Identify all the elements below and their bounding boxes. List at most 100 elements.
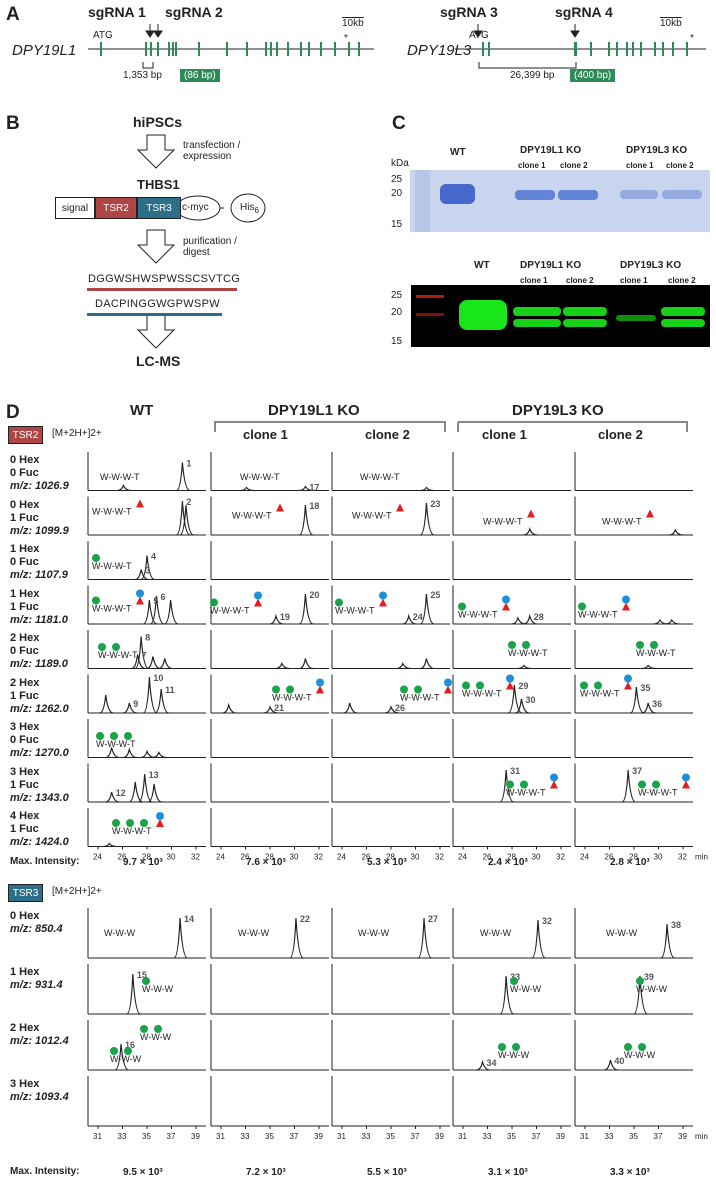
atg-label-l3: ATG [469,30,489,41]
bracket-l1 [214,421,446,432]
axis-tick-label: 35 [265,1132,274,1141]
sgrna3-label: sgRNA 3 [440,4,498,20]
pentose-symbol [624,674,632,683]
chromatogram-peak [152,750,167,759]
hexose-symbol [272,685,280,694]
panel-a-label: A [6,4,20,25]
peak-number: 14 [184,914,194,924]
fucose-symbol [682,780,690,789]
hexose-symbol [580,681,588,690]
tsr2-max-label: Max. Intensity: [10,856,80,867]
blot-l3-c2: clone 2 [668,276,696,285]
chromatogram-peak [417,917,432,959]
l1-clone2: clone 2 [365,427,410,442]
glycopeptide-label: W-W-W-T [92,507,132,517]
hexose-symbol [462,681,470,690]
chromatogram-peak [517,664,532,670]
blot-l1-c1: clone 1 [520,276,548,285]
chromatogram-peak [523,613,538,625]
distance-l1: 1,353 bp [123,70,162,81]
chromatogram-peak [420,502,435,536]
chromatogram-peak [642,702,656,714]
chromatogram-peak [499,975,514,1015]
hexose-symbol [636,641,644,649]
fucose-symbol [276,503,284,512]
axis-tick-label: 39 [191,1132,200,1141]
fucose-symbol [379,598,387,607]
axis-tick-label: 26 [483,853,492,862]
fucose-symbol [396,503,404,512]
axis-tick-label: 24 [580,853,589,862]
axis-tick-label: 30 [654,853,663,862]
peak-number: 27 [428,914,438,924]
scale-10kb-l3: 10kb [660,18,682,29]
thbs1-label: THBS1 [137,177,180,192]
hexose-symbol [124,732,132,740]
glycopeptide-label: W-W-W-T [352,511,392,521]
axis-tick-label: 26 [118,853,127,862]
hexose-symbol [636,977,644,985]
peak-number: 25 [430,590,440,600]
hexose-symbol [652,780,660,789]
chromatogram-peak [420,658,434,670]
glycopeptide-label: W-W-W-T [508,648,548,658]
bracket-l3 [458,421,688,432]
hexose-symbol [414,685,422,694]
axis-tick-label: 35 [507,1132,516,1141]
his-label: His6 [240,202,259,215]
pentose-symbol [316,678,324,687]
max-intensity: 7.6 × 10³ [246,857,286,868]
blot-mk-25: 25 [391,290,403,301]
tsr2-ion-label: [M+2H+]2+ [52,428,102,439]
col-wt-header: WT [130,402,154,419]
max-intensity: 2.8 × 10³ [610,857,650,868]
pep2-underline [87,313,222,316]
chromatogram-peak [176,500,191,536]
fucose-symbol [444,685,452,694]
chromatogram-peak [515,698,530,714]
peak-number: 34 [487,1058,497,1068]
axis-tick-label: 37 [654,1132,663,1141]
chromatogram-peak [131,654,146,670]
max-intensity: 3.1 × 10³ [488,1167,528,1178]
chromatogram-peak [669,528,683,536]
axis-tick-label: 31 [580,1132,589,1141]
step-transfection: transfection / expression [183,140,241,162]
step-purification: purification / digest [183,236,237,258]
glycopeptide-label: W-W-W-T [232,511,272,521]
glycopeptide-label: W-W-W [636,984,668,994]
sgrna2-label: sgRNA 2 [165,4,223,20]
glycopeptide-label: W-W-W [110,1054,142,1064]
sgrna4-label: sgRNA 4 [555,4,613,20]
peak-number: 11 [165,685,175,695]
chromatogram-peak [240,486,254,492]
hexose-symbol [522,641,530,649]
hexose-symbol [126,819,134,827]
peak-number: 3 [145,566,150,576]
peak-number: 24 [413,612,423,622]
glycopeptide-label: W-W-W-T [96,739,136,749]
hexose-symbol [624,1043,632,1051]
chromatogram-peak [604,1059,618,1071]
blot-l3-c1: clone 1 [620,276,648,285]
chromatogram-peak [523,527,538,536]
chromatogram-peak [158,658,173,670]
tsr3-row-label: 3 Hex m/z: 1093.4 [10,1078,69,1103]
axis-tick-label: 24 [458,853,467,862]
hexose-symbol [110,732,118,740]
fucose-symbol [506,681,514,690]
tsr2-row-label: 0 Hex 1 Fuc m/z: 1099.9 [10,498,69,537]
chromatogram-peak [289,917,304,959]
glycopeptide-label: W-W-W-T [602,517,642,527]
peak-number: 8 [145,633,150,643]
chromatogram-peak [135,569,149,581]
glycopeptide-label: W-W-W-T [462,689,502,699]
tsr3-tag: TSR3 [8,884,43,902]
tsr2-row-label: 2 Hex 0 Fuc m/z: 1189.0 [10,632,68,670]
hexose-symbol [650,641,658,649]
cmyc-label: c-myc [182,202,209,213]
gel-l1-c1: clone 1 [518,161,546,170]
chromatogram-peak [384,705,399,714]
gene-structure-svg [88,24,706,69]
hexose-symbol [140,1025,148,1033]
